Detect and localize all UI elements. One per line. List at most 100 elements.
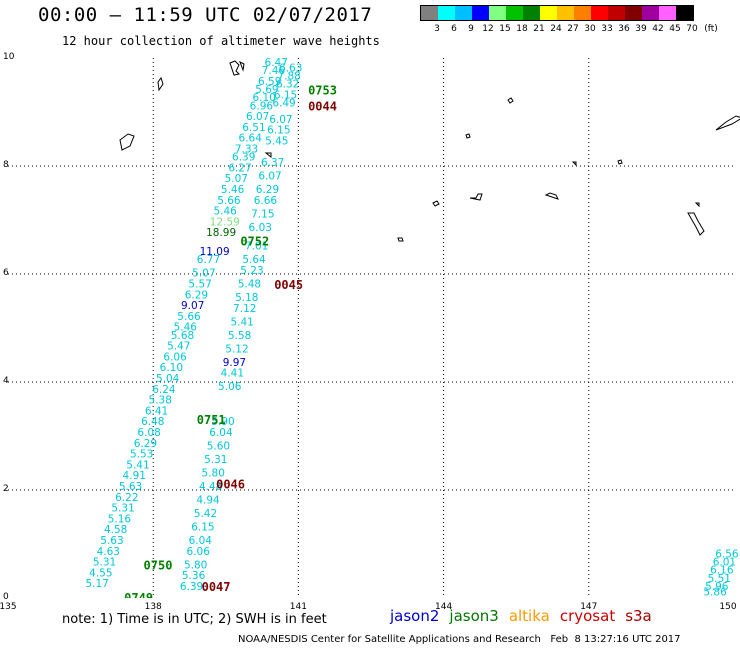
- wave-height-value: 5.58: [228, 330, 251, 342]
- island-shape: [544, 192, 559, 200]
- wave-height-map: 6.477.466.595.696.106.966.076.516.647.33…: [8, 58, 740, 598]
- wave-height-value: 11.09: [200, 246, 230, 258]
- lat-tick-label: 4: [3, 376, 9, 386]
- wave-height-value: 4.48: [199, 481, 222, 493]
- legend-label: 18: [516, 24, 528, 34]
- map-subtitle: 12 hour collection of altimeter wave hei…: [62, 34, 380, 48]
- island-shape: [157, 76, 164, 92]
- wave-height-value: 5.66: [217, 195, 241, 207]
- wave-height-value: 5.80: [202, 468, 225, 480]
- pass-time-label: 0047: [202, 580, 231, 594]
- wave-height-value: 5.66: [177, 311, 201, 323]
- legend-swatch: [608, 6, 625, 20]
- pass-time-label: 0751: [197, 413, 226, 427]
- legend-swatch: [642, 6, 659, 20]
- legend-color-bar: [420, 5, 694, 21]
- pass-time-label: 0752: [240, 235, 269, 249]
- wave-height-value: 5.36: [182, 570, 206, 582]
- wave-height-value: 5.57: [188, 279, 211, 291]
- legend-label: 12: [482, 24, 494, 34]
- satellite-name: altika: [508, 607, 550, 625]
- lon-tick-label: 138: [144, 602, 162, 612]
- island-shape: [119, 133, 135, 151]
- wave-height-value: 7.46: [262, 65, 286, 77]
- wave-height-color-legend: 3 6 9 12 15 18 21 24 27 30 33 36 39 42 45 70 (ft): [420, 5, 718, 34]
- legend-swatch: [506, 6, 523, 20]
- wave-height-value: 5.31: [93, 557, 116, 569]
- footnote: note: 1) Time is in UTC; 2) SWH is in fe…: [62, 612, 327, 627]
- wave-height-value: 6.06: [187, 546, 211, 558]
- wave-height-value: 6.24: [152, 384, 176, 396]
- pass-time-label: 0046: [216, 478, 245, 492]
- wave-height-value: 7.12: [233, 303, 256, 315]
- wave-height-value: 7.33: [235, 144, 258, 156]
- wave-height-value: 4.58: [104, 524, 127, 536]
- legend-label: 9: [468, 24, 474, 34]
- pass-time-label: 0044: [308, 100, 337, 114]
- wave-height-value: 7.01: [245, 241, 268, 253]
- wave-height-value: 6.39: [180, 581, 203, 593]
- wave-height-value: 5.63: [119, 481, 142, 493]
- wave-height-value: 6.07: [258, 171, 281, 183]
- legend-label: 42: [652, 24, 664, 34]
- legend-label: 27: [567, 24, 579, 34]
- legend-label: 21: [533, 24, 545, 34]
- legend-label: 70: [686, 24, 698, 34]
- wave-height-value: 6.47: [265, 58, 288, 69]
- wave-height-value: 4.91: [123, 470, 146, 482]
- wave-height-value: 6.04: [209, 427, 233, 439]
- wave-height-value: 5.23: [240, 265, 263, 277]
- wave-height-value: 5.51: [708, 573, 731, 585]
- wave-height-value: 5.69: [255, 84, 278, 96]
- wave-height-values: 6.477.466.595.696.106.966.076.516.647.33…: [85, 58, 739, 598]
- wave-height-value: 5.18: [235, 292, 258, 304]
- island-shape: [571, 161, 577, 167]
- wave-height-value: 9.97: [223, 357, 246, 369]
- wave-height-value: 6.29: [185, 289, 208, 301]
- wave-height-value: 6.15: [274, 90, 297, 102]
- wave-height-value: 18.99: [206, 227, 236, 239]
- wave-height-value: 6.29: [134, 438, 157, 450]
- legend-label: 33: [601, 24, 613, 34]
- legend-swatch: [625, 6, 642, 20]
- legend-swatch: [659, 6, 676, 20]
- legend-label: 6: [451, 24, 457, 34]
- legend-label: 30: [584, 24, 596, 34]
- wave-height-value: 6.10: [160, 362, 183, 374]
- wave-height-value: 6.15: [191, 522, 214, 534]
- wave-height-value: 6.07: [246, 111, 269, 123]
- legend-swatch: [591, 6, 608, 20]
- wave-height-value: 4.94: [196, 495, 220, 507]
- lon-tick-label: 147: [580, 602, 598, 612]
- wave-height-value: 5.42: [194, 508, 217, 520]
- island-shape: [715, 115, 740, 131]
- satellite-name: s3a: [625, 607, 652, 625]
- wave-height-value: 6.06: [163, 351, 187, 363]
- wave-height-value: 9.07: [181, 300, 204, 312]
- wave-height-value: 5.46: [213, 206, 237, 218]
- wave-height-value: 5.96: [705, 581, 729, 593]
- legend-label: 3: [434, 24, 440, 34]
- wave-height-value: 5.31: [204, 454, 227, 466]
- wave-height-value: 6.37: [261, 157, 284, 169]
- island-shape: [507, 97, 514, 104]
- island-shape: [229, 60, 241, 76]
- legend-swatch: [557, 6, 574, 20]
- lat-tick-label: 0: [3, 592, 9, 602]
- pass-time-label: 0749: [124, 591, 153, 598]
- legend-label: 39: [635, 24, 647, 34]
- credit-line: NOAA/NESDIS Center for Satellite Applica…: [238, 634, 681, 645]
- wave-height-value: 6.64: [239, 133, 263, 145]
- wave-height-value: 5.41: [126, 459, 149, 471]
- legend-swatch: [540, 6, 557, 20]
- lat-tick-label: 8: [3, 160, 9, 170]
- island-outlines: [119, 60, 740, 242]
- island-shape: [239, 60, 245, 72]
- wave-height-value: 6.59: [258, 76, 281, 88]
- wave-height-value: 5.68: [171, 330, 194, 342]
- wave-height-value: 5.31: [111, 503, 134, 515]
- island-shape: [264, 152, 272, 159]
- lon-tick-label: 144: [435, 602, 453, 612]
- wave-height-value: 5.38: [149, 395, 172, 407]
- wave-height-value: 5.46: [174, 322, 198, 334]
